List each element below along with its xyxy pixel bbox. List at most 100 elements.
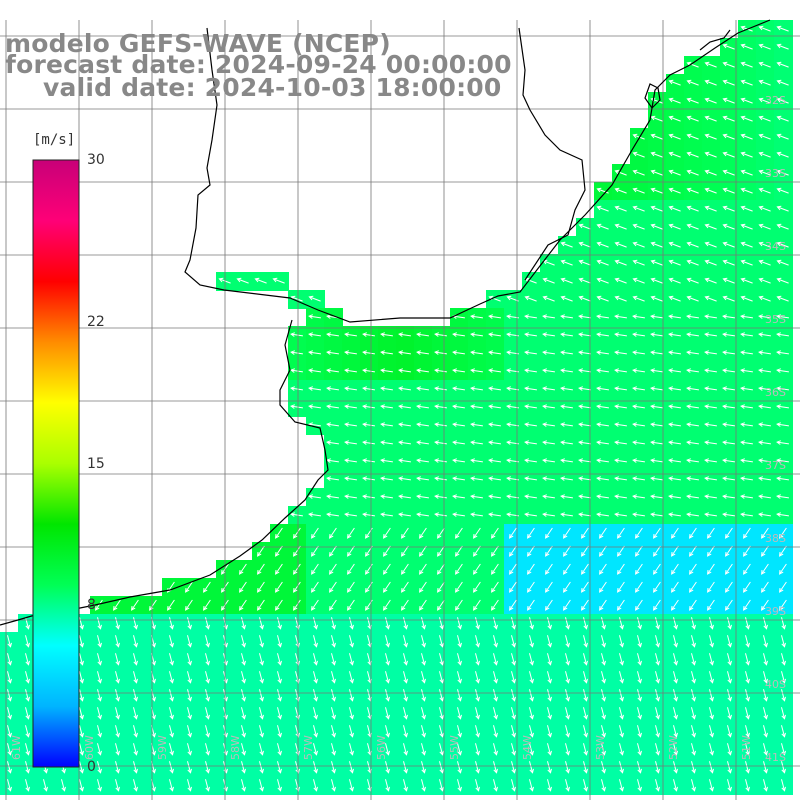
wind-cell: [684, 542, 703, 561]
wind-arrow: [619, 653, 624, 666]
wind-arrow: [763, 689, 768, 702]
wind-arrow: [578, 512, 591, 517]
wind-arrow: [650, 295, 663, 302]
wind-cell: [504, 560, 523, 579]
wind-arrow: [560, 440, 573, 445]
wind-arrow: [740, 259, 753, 266]
wind-arrow: [779, 527, 787, 539]
wind-arrow: [529, 617, 534, 630]
wind-arrow: [581, 599, 589, 611]
wind-arrow: [725, 527, 733, 539]
wind-arrow: [583, 689, 588, 702]
wind-arrow: [524, 440, 537, 445]
wind-arrow: [758, 187, 771, 194]
lat-lon-grid: [0, 20, 800, 800]
coastline-bay-path: [518, 27, 586, 281]
wind-arrow: [457, 653, 462, 666]
wind-arrow: [344, 476, 357, 481]
wind-cell: [396, 560, 415, 579]
wind-arrow: [704, 404, 717, 409]
wind-arrow: [79, 689, 84, 702]
wind-arrow: [686, 277, 699, 284]
wind-arrow: [308, 404, 321, 409]
wind-arrow: [722, 422, 735, 427]
wind-arrow: [401, 599, 409, 611]
wind-arrow: [614, 332, 627, 337]
wind-arrow: [776, 79, 789, 86]
wind-arrow: [691, 689, 696, 702]
wind-arrow: [419, 527, 427, 539]
wind-arrow: [362, 368, 375, 373]
wind-arrow: [776, 386, 789, 391]
wind-arrow: [493, 707, 498, 720]
wind-arrow: [313, 707, 318, 720]
wind-arrow: [686, 512, 699, 517]
wind-arrow: [709, 635, 714, 648]
wind-arrow: [455, 581, 463, 593]
wind-arrow: [241, 617, 246, 630]
wind-cell: [756, 524, 775, 543]
wind-arrow: [79, 743, 84, 756]
wind-cell: [630, 542, 649, 561]
wind-arrow: [565, 779, 570, 792]
wind-arrow: [203, 599, 211, 611]
wind-arrow: [632, 422, 645, 427]
wind-arrow: [740, 61, 753, 68]
wind-arrow: [313, 725, 318, 738]
wind-arrow: [668, 422, 681, 427]
wind-arrow: [761, 563, 769, 575]
wind-arrow: [349, 617, 354, 630]
wind-arrow: [437, 545, 445, 557]
wind-cell: [270, 524, 289, 543]
wind-arrow: [655, 617, 660, 630]
wind-arrow: [326, 440, 339, 445]
wind-arrow: [596, 332, 609, 337]
wind-arrow: [763, 617, 768, 630]
wind-arrow: [439, 635, 444, 648]
wind-arrow: [542, 295, 555, 302]
wind-arrow: [79, 617, 84, 630]
wind-arrow: [205, 617, 210, 630]
wind-arrow: [781, 707, 786, 720]
wind-arrow: [722, 386, 735, 391]
wind-arrow: [709, 779, 714, 792]
wind-arrow: [673, 671, 678, 684]
wind-arrow: [614, 277, 627, 284]
wind-arrow: [398, 386, 411, 391]
wind-arrow: [743, 545, 751, 557]
wind-arrow: [722, 97, 735, 104]
wind-cell: [396, 542, 415, 561]
wind-arrow: [583, 761, 588, 774]
wind-arrow: [169, 761, 174, 774]
wind-cell: [162, 596, 181, 615]
wind-arrow: [686, 205, 699, 212]
wind-arrow: [745, 653, 750, 666]
wind-arrow: [97, 761, 102, 774]
wind-arrow: [727, 617, 732, 630]
wind-arrow: [635, 581, 643, 593]
wind-arrow: [740, 205, 753, 212]
longitude-label: 60W: [83, 735, 96, 760]
wind-arrow: [617, 599, 625, 611]
wind-arrow: [761, 599, 769, 611]
wind-arrow: [488, 368, 501, 373]
wind-arrow: [241, 653, 246, 666]
wind-arrow: [776, 512, 789, 517]
wind-arrow: [25, 635, 30, 648]
wind-arrow: [758, 350, 771, 355]
wind-cell: [576, 560, 595, 579]
wind-arrow: [457, 689, 462, 702]
wind-arrow: [614, 187, 627, 194]
wind-arrow: [686, 458, 699, 463]
wind-arrow: [691, 707, 696, 720]
wind-cell: [450, 542, 469, 561]
wind-cell: [270, 596, 289, 615]
wind-cell: [594, 542, 613, 561]
wind-arrow: [686, 476, 699, 481]
wind-arrow: [439, 689, 444, 702]
wind-arrow: [25, 743, 30, 756]
wind-arrow: [650, 314, 663, 319]
wind-cell: [342, 578, 361, 597]
wind-arrow: [524, 476, 537, 481]
wind-arrow: [614, 241, 627, 248]
